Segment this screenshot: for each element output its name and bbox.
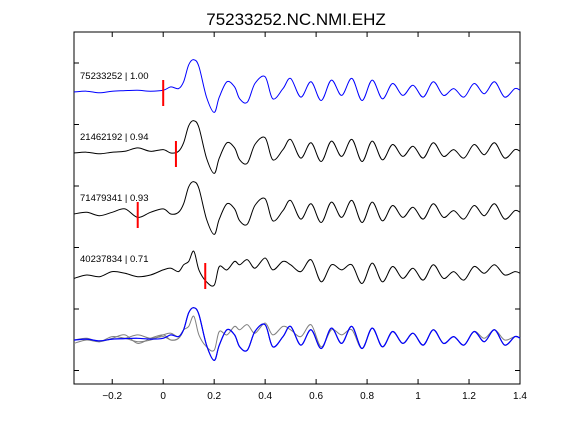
- trace-line: [73, 120, 521, 174]
- trace-line: [73, 59, 521, 113]
- x-tick-label: 1: [415, 391, 421, 402]
- trace-line: [73, 181, 521, 235]
- trace-line: [73, 250, 521, 287]
- plot-frame: [73, 31, 521, 385]
- y-tick-marks: [74, 62, 520, 371]
- x-tick-label: 1.2: [462, 391, 476, 402]
- chart-title: 75233252.NC.NMI.EHZ: [206, 10, 386, 29]
- overlay-trace-line: [73, 307, 521, 362]
- x-tick-label: 0.8: [360, 391, 374, 402]
- x-tick-label: 1.4: [513, 391, 527, 402]
- trace-area: 75233252 | 1.00 21462192 | 0.94 71479341 |…: [73, 59, 521, 362]
- trace-label: 21462192 | 0.94: [80, 132, 149, 143]
- x-tick-label: 0.4: [258, 391, 272, 402]
- trace-label: 71479341 | 0.93: [80, 193, 149, 204]
- x-tick-label: −0.2: [102, 391, 122, 402]
- x-tick-label: 0.2: [207, 391, 221, 402]
- x-tick-label: 0.6: [309, 391, 323, 402]
- trace-label: 40237834 | 0.71: [80, 254, 149, 265]
- x-tick-label: 0: [160, 391, 166, 402]
- trace-label: 75233252 | 1.00: [80, 71, 149, 82]
- x-axis-ticks: −0.2 0 0.2 0.4 0.6 0.8 1 1.2 1.4: [102, 32, 527, 402]
